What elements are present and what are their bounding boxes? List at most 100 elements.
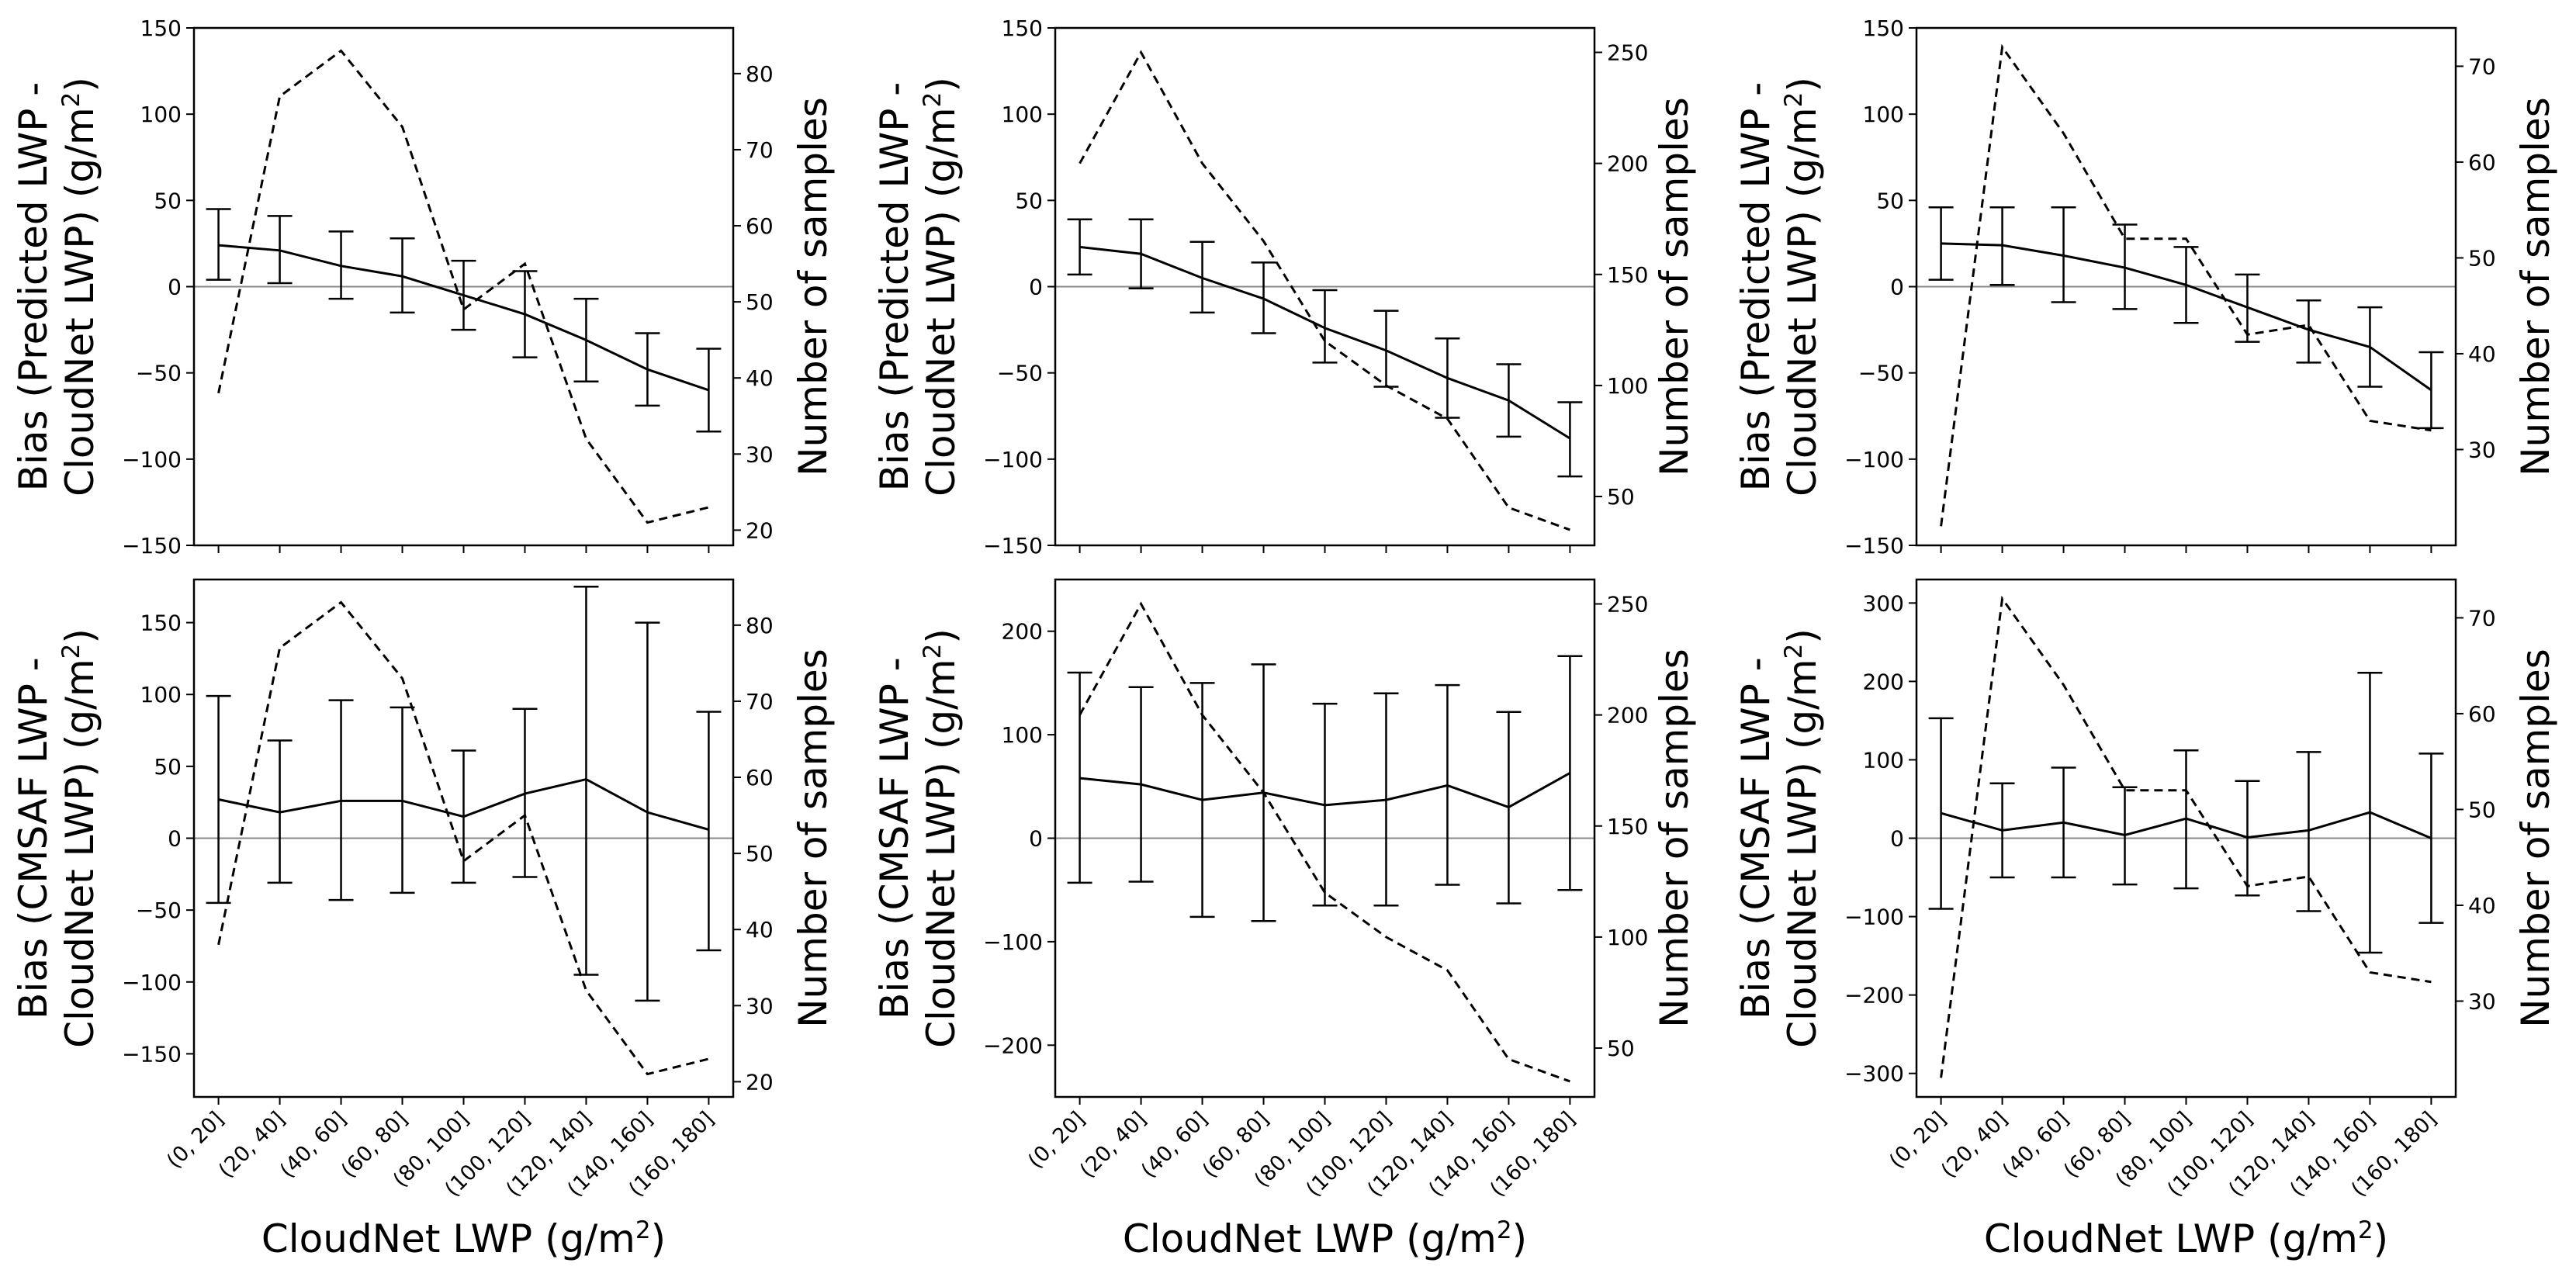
- y-tick-label: −100: [983, 447, 1043, 472]
- y2-tick-label: 30: [746, 441, 774, 467]
- y-axis-title: Bias (Predicted LWP -: [1733, 82, 1778, 492]
- y2-tick-label: 60: [746, 213, 774, 239]
- y-tick-label: 150: [1002, 16, 1043, 41]
- y-tick-label: 0: [1029, 275, 1043, 300]
- y-tick-label: −300: [1844, 1061, 1904, 1087]
- y2-tick-label: 50: [746, 841, 774, 867]
- y-axis-title: CloudNet LWP) (g/m2): [57, 628, 102, 1048]
- y2-tick-label: 70: [2468, 605, 2496, 631]
- y2-tick-label: 100: [1607, 925, 1648, 950]
- y-axis-title: CloudNet LWP) (g/m2): [57, 77, 102, 496]
- y-tick-label: −150: [983, 533, 1043, 559]
- y2-tick-label: 200: [1607, 703, 1648, 728]
- y-tick-label: 0: [168, 826, 182, 852]
- y2-tick-label: 70: [746, 137, 774, 163]
- bias-line: [218, 244, 709, 392]
- y2-axis-title: Number of samples: [791, 97, 836, 476]
- y2-tick-label: 70: [2468, 54, 2496, 79]
- y2-tick-label: 60: [2468, 701, 2496, 727]
- y-tick-label: −50: [997, 361, 1043, 386]
- x-tick-label: (40, 60]: [1137, 1107, 1213, 1183]
- y-tick-label: 0: [1029, 826, 1043, 852]
- y-tick-label: −100: [1844, 447, 1904, 472]
- y-tick-label: 150: [140, 611, 182, 636]
- panel-2: −150 −100 −50 0 50 100 150 50 100 150 200 250 Bias (…: [872, 16, 1697, 559]
- y-tick-label: 100: [1863, 747, 1904, 773]
- y2-tick-label: 150: [1607, 262, 1648, 288]
- y-tick-label: −100: [1844, 905, 1904, 930]
- y-tick-label: 0: [1890, 275, 1904, 300]
- y2-tick-label: 50: [746, 289, 774, 315]
- y-tick-label: 50: [1876, 188, 1904, 213]
- y-tick-label: −200: [983, 1033, 1043, 1058]
- panel-1: −150 −100 −50 0 50 100 150 20 30 40 50 60 70 80 Bias (…: [11, 16, 836, 559]
- y-tick-label: −50: [1858, 361, 1904, 386]
- y2-axis-title: Number of samples: [2513, 649, 2558, 1028]
- y2-tick-label: 200: [1607, 151, 1648, 177]
- samples-line: [1940, 43, 2432, 527]
- y-tick-label: −50: [136, 898, 182, 923]
- y2-axis-title: Number of samples: [791, 649, 836, 1028]
- y-tick-label: −50: [136, 361, 182, 386]
- y2-tick-label: 80: [746, 613, 774, 638]
- y-tick-label: −200: [1844, 983, 1904, 1008]
- panel-3: −150 −100 −50 0 50 100 150 30 40 50 60 70 Bias (Pred…: [1733, 16, 2558, 559]
- bias-line: [1941, 242, 2432, 392]
- y-tick-label: −150: [122, 1041, 182, 1067]
- y-axis-title: Bias (CMSAF LWP -: [872, 657, 917, 1019]
- y-tick-label: 0: [1890, 826, 1904, 852]
- x-axis-title: CloudNet LWP (g/m2): [1984, 1216, 2388, 1261]
- y-tick-label: 100: [140, 682, 182, 708]
- y2-tick-label: 40: [2468, 341, 2496, 367]
- y-tick-label: 0: [168, 275, 182, 300]
- y-axis-title: Bias (Predicted LWP -: [872, 82, 917, 492]
- y-axis-title: Bias (Predicted LWP -: [11, 82, 56, 492]
- y2-tick-label: 30: [2468, 988, 2496, 1014]
- x-tick-label: (40, 60]: [1998, 1107, 2074, 1183]
- y2-tick-label: 60: [2468, 150, 2496, 175]
- y-tick-label: −100: [122, 447, 182, 472]
- y2-tick-label: 20: [746, 1069, 774, 1095]
- y-tick-label: 200: [1002, 619, 1043, 645]
- y-tick-label: −150: [1844, 533, 1904, 559]
- y2-tick-label: 70: [746, 689, 774, 714]
- y2-tick-label: 50: [2468, 797, 2496, 822]
- y2-tick-label: 250: [1607, 591, 1648, 617]
- x-axis-title: CloudNet LWP (g/m2): [1123, 1216, 1527, 1261]
- y-tick-label: 50: [154, 188, 182, 213]
- y-axis-title: CloudNet LWP) (g/m2): [919, 628, 964, 1048]
- y2-tick-label: 30: [746, 993, 774, 1019]
- y2-axis-title: Number of samples: [2513, 97, 2558, 476]
- y-tick-label: −150: [122, 533, 182, 559]
- y2-tick-label: 40: [2468, 893, 2496, 919]
- y-axis-title: Bias (CMSAF LWP -: [11, 657, 56, 1019]
- y-tick-label: 300: [1863, 590, 1904, 616]
- y-tick-label: 150: [140, 16, 182, 41]
- y2-tick-label: 250: [1607, 40, 1648, 65]
- y-tick-label: 100: [1002, 102, 1043, 127]
- bias-line: [218, 777, 709, 831]
- bias-line: [1079, 772, 1571, 809]
- y2-tick-label: 60: [746, 765, 774, 791]
- x-tick-label: (20, 40]: [214, 1107, 290, 1183]
- y2-tick-label: 40: [746, 917, 774, 943]
- y2-tick-label: 100: [1607, 373, 1648, 399]
- y2-tick-label: 40: [746, 365, 774, 391]
- y2-tick-label: 50: [1607, 1036, 1635, 1061]
- samples-line: [217, 600, 709, 1076]
- y2-tick-label: 50: [1607, 484, 1635, 510]
- y-tick-label: 150: [1863, 16, 1904, 41]
- y2-axis-title: Number of samples: [1652, 97, 1697, 476]
- y-tick-label: 200: [1863, 669, 1904, 694]
- y-tick-label: −100: [122, 970, 182, 995]
- samples-line: [1940, 595, 2432, 1078]
- y-tick-label: 100: [1002, 722, 1043, 748]
- y-axis-title: CloudNet LWP) (g/m2): [1780, 628, 1825, 1048]
- x-tick-label: (20, 40]: [1075, 1107, 1151, 1183]
- bias-line: [1941, 811, 2432, 839]
- x-tick-label: (40, 60]: [275, 1107, 351, 1183]
